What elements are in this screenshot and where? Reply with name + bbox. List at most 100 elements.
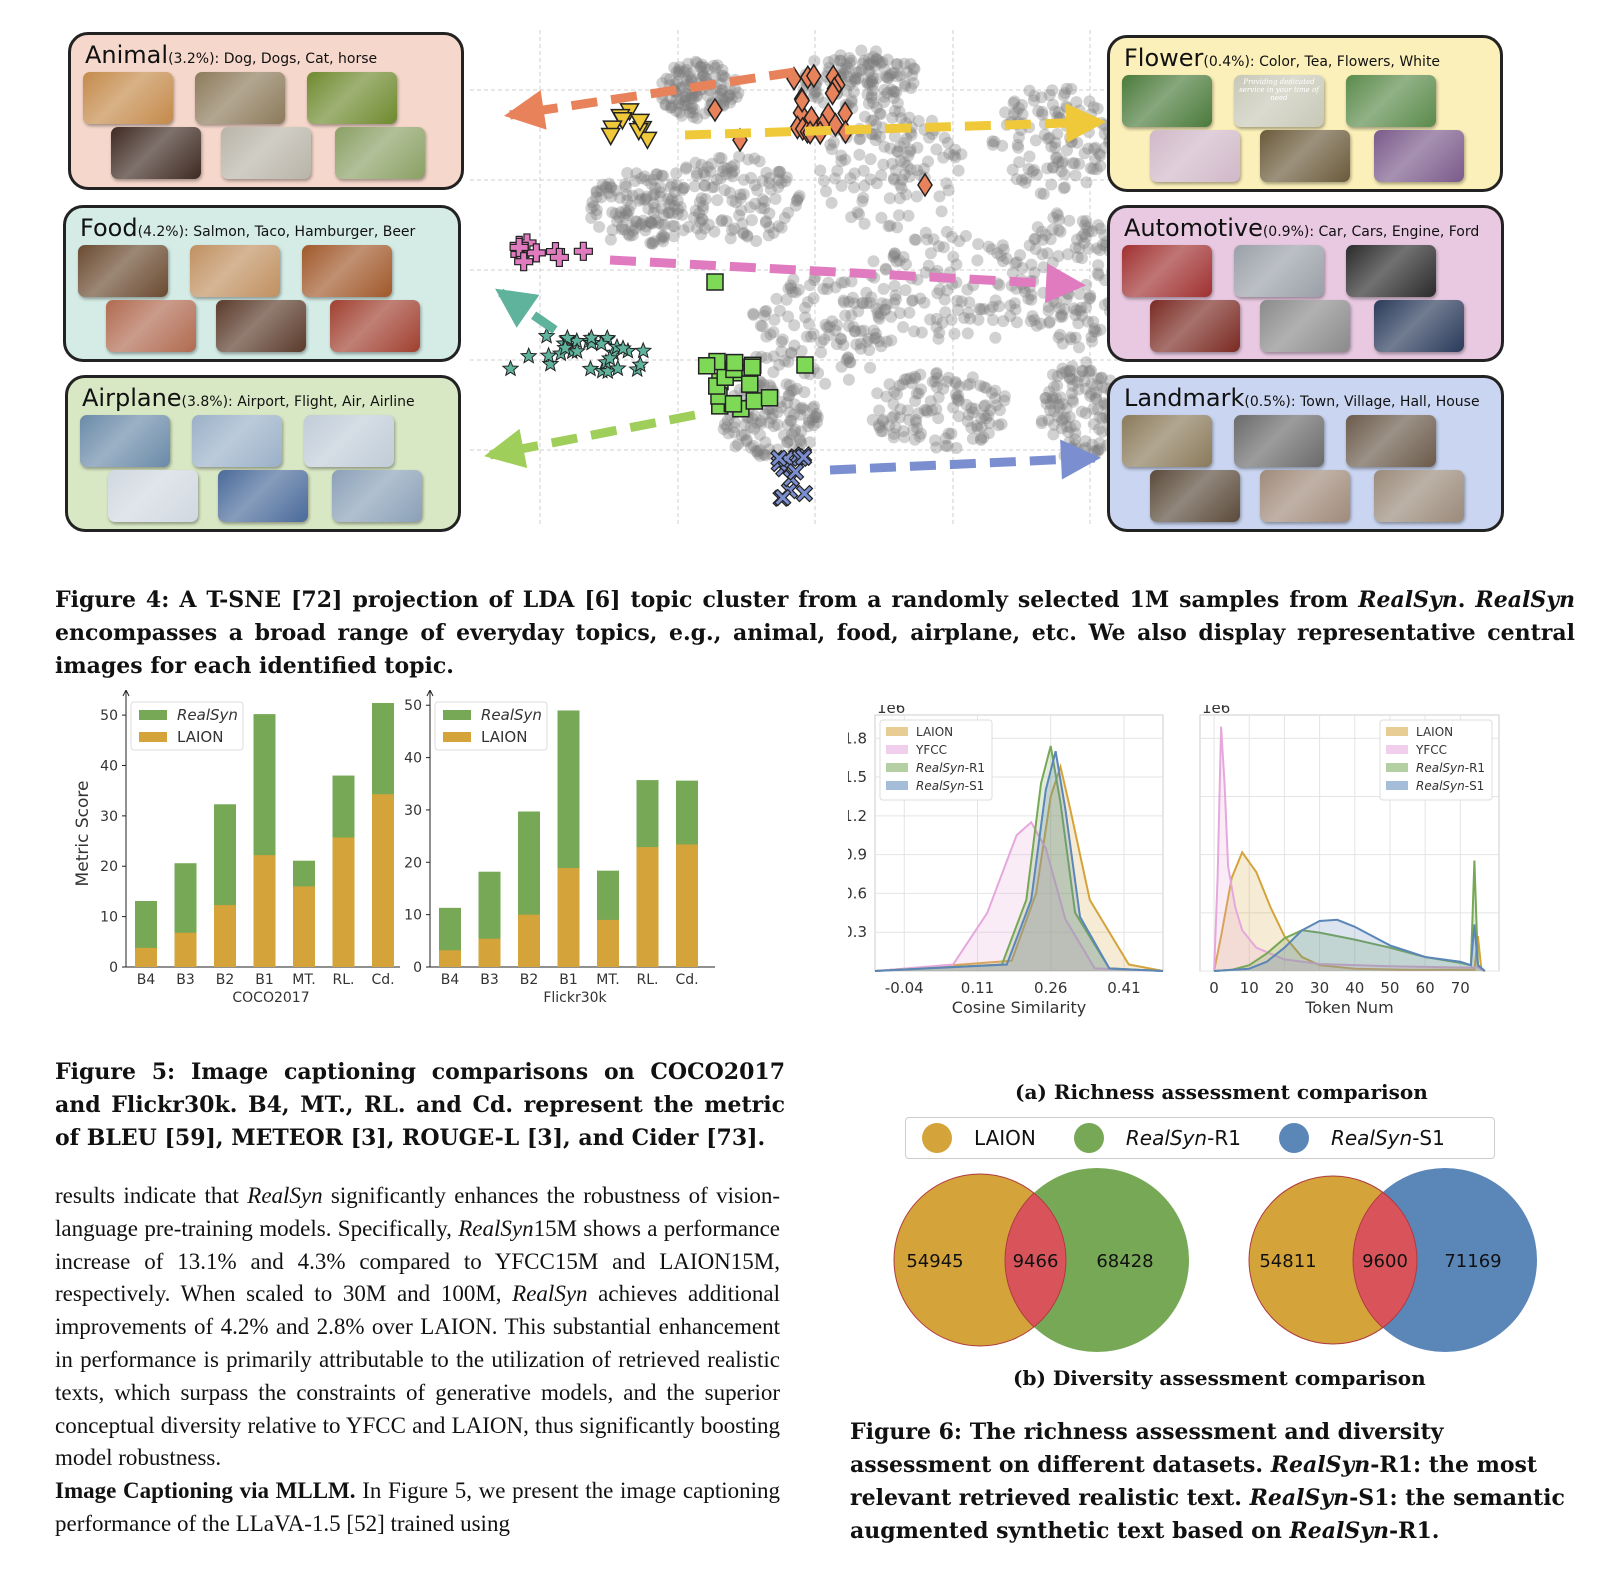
background-point — [662, 192, 675, 205]
background-point — [782, 355, 795, 368]
topic-keywords: Town, Village, Hall, House — [1300, 394, 1480, 410]
background-point — [695, 228, 707, 241]
background-point — [1042, 304, 1055, 317]
topic-title: Animal(3.2%): Dog, Dogs, Cat, horse — [85, 41, 377, 69]
background-point — [838, 276, 851, 289]
background-point — [887, 251, 900, 264]
background-point — [854, 325, 867, 338]
background-point — [1043, 385, 1056, 398]
background-point — [839, 64, 852, 76]
background-point — [724, 232, 737, 245]
background-point — [772, 220, 785, 233]
background-point — [887, 85, 900, 98]
background-point — [659, 98, 672, 111]
background-point — [695, 212, 708, 225]
density-line-yfcc — [1213, 726, 1486, 972]
background-point — [982, 427, 995, 440]
background-point — [738, 428, 751, 441]
legend-label: RealSyn-S1 — [1416, 779, 1484, 793]
landmark-topic-point — [773, 488, 792, 507]
background-point — [665, 99, 678, 112]
background-point — [831, 164, 844, 177]
background-point — [640, 174, 653, 187]
background-point — [756, 193, 769, 206]
animal-topic-point — [707, 97, 723, 123]
landmark-arrow-head — [1060, 439, 1101, 480]
background-point — [767, 326, 780, 339]
topic-panel-animal: Animal(3.2%): Dog, Dogs, Cat, horse — [68, 32, 464, 190]
y-axis-arrow — [122, 690, 130, 697]
y-tick-label: 10 — [404, 908, 422, 924]
x-tick-label: RL. — [637, 972, 659, 988]
background-point — [1041, 162, 1054, 175]
bar-laion — [518, 914, 540, 967]
background-point — [595, 191, 608, 204]
background-point — [750, 235, 763, 247]
topic-name: Food — [80, 214, 138, 242]
background-point — [844, 172, 857, 185]
background-point — [986, 138, 999, 151]
background-point — [898, 136, 911, 149]
background-point — [835, 179, 848, 192]
background-point — [721, 414, 734, 427]
background-point — [605, 180, 617, 193]
background-point — [812, 91, 824, 104]
background-point — [870, 302, 883, 315]
background-point — [995, 418, 1008, 431]
x-axis-label: Token Num — [1304, 998, 1393, 1017]
y-tick-label: 1.2 — [848, 807, 867, 825]
food-arrow-head — [1044, 263, 1086, 304]
topic-image-thumbnail — [1122, 415, 1212, 467]
background-point — [793, 283, 805, 296]
background-point — [879, 262, 892, 275]
background-point — [795, 437, 808, 450]
background-point — [897, 251, 910, 263]
background-point — [865, 74, 878, 87]
background-point — [962, 408, 975, 421]
background-point — [1029, 134, 1042, 147]
background-point — [680, 63, 693, 76]
legend-swatch — [886, 763, 908, 772]
background-point — [942, 427, 955, 440]
background-point — [840, 58, 853, 71]
background-point — [906, 295, 919, 307]
background-point — [889, 164, 902, 177]
topic-image-thumbnail — [1150, 130, 1240, 182]
background-point — [919, 226, 932, 239]
background-point — [872, 419, 885, 432]
background-point — [951, 294, 964, 307]
background-point — [835, 360, 848, 373]
background-point — [773, 358, 786, 371]
airplane-topic-point — [581, 359, 600, 377]
background-point — [1061, 248, 1074, 261]
background-point — [980, 412, 993, 425]
background-point — [787, 408, 800, 421]
background-point — [910, 190, 923, 203]
airplane-arrow-head — [495, 288, 540, 328]
background-point — [733, 209, 746, 222]
background-point — [1080, 301, 1093, 314]
background-point — [767, 226, 780, 239]
background-point — [751, 184, 764, 197]
background-point — [837, 294, 850, 307]
background-point — [697, 69, 710, 82]
background-point — [693, 207, 706, 220]
background-point — [1036, 248, 1049, 261]
background-point — [1022, 292, 1035, 305]
background-point — [815, 346, 828, 359]
background-point — [923, 131, 936, 144]
airplane-topic-point — [558, 328, 577, 346]
background-point — [841, 61, 854, 74]
background-point — [975, 420, 988, 433]
background-point — [1023, 239, 1036, 252]
background-point — [974, 379, 987, 392]
background-point — [847, 85, 860, 98]
background-point — [839, 153, 852, 166]
background-point — [853, 208, 865, 221]
background-point — [1079, 382, 1092, 395]
background-point — [1056, 367, 1068, 380]
background-point — [875, 297, 888, 310]
background-point — [1066, 373, 1079, 386]
background-point — [1052, 106, 1065, 119]
background-point — [708, 225, 721, 238]
